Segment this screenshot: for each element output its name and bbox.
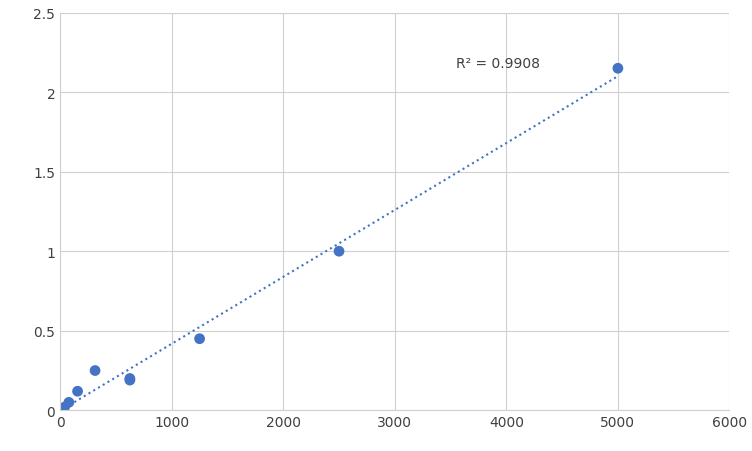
Point xyxy=(89,367,101,374)
Text: R² = 0.9908: R² = 0.9908 xyxy=(456,57,540,71)
Point xyxy=(124,375,136,382)
Point xyxy=(333,248,345,255)
Point xyxy=(59,404,71,411)
Point xyxy=(193,336,205,343)
Point xyxy=(54,407,66,414)
Point xyxy=(71,388,83,395)
Point xyxy=(124,377,136,384)
Point xyxy=(63,399,75,406)
Point xyxy=(612,65,624,73)
